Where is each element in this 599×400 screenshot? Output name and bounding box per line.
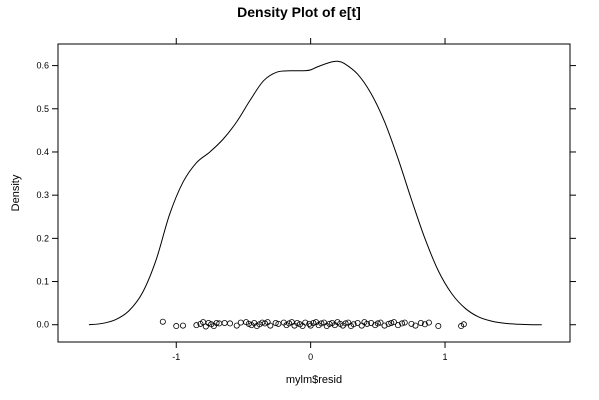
y-tick-label: 0.0 [36, 320, 49, 330]
rug-point [421, 321, 428, 328]
rug-point [306, 320, 313, 327]
rug-point [385, 320, 392, 327]
rug-point [326, 320, 333, 327]
rug-point [237, 319, 244, 326]
rug-point [275, 320, 282, 327]
rug-point [425, 319, 432, 326]
rug-point [399, 320, 406, 327]
rug-points [159, 318, 467, 330]
rug-point [377, 319, 384, 326]
rug-point [267, 322, 274, 329]
y-axis-label: Density [10, 174, 22, 211]
x-tick-label: -1 [172, 352, 180, 362]
rug-point [159, 318, 166, 325]
rug-point [233, 322, 240, 329]
x-tick-label: 1 [443, 352, 448, 362]
rug-point [202, 323, 209, 330]
rug-point [401, 319, 408, 326]
y-tick-label: 0.3 [36, 190, 49, 200]
x-tick-label: 0 [308, 352, 313, 362]
y-tick-label: 0.4 [36, 147, 49, 157]
rug-point [213, 319, 220, 326]
rug-point [374, 320, 381, 327]
rug-point [173, 323, 180, 330]
rug-point [390, 319, 397, 326]
rug-point [342, 320, 349, 327]
rug-point [272, 319, 279, 326]
density-curve [88, 60, 542, 326]
rug-point [412, 322, 419, 329]
y-tick-label: 0.5 [36, 104, 49, 114]
rug-point [221, 319, 228, 326]
y-tick-label: 0.1 [36, 277, 49, 287]
plot-frame [57, 43, 571, 343]
axes: -1 0 1 0.0 0.1 0.2 0.3 0.4 0.5 0.6 [36, 38, 576, 362]
rug-point [350, 321, 357, 328]
chart-title: Density Plot of e[t] [237, 4, 361, 20]
rug-point [435, 323, 442, 330]
rug-point [388, 319, 395, 326]
y-tick-label: 0.6 [36, 61, 49, 71]
rug-point [408, 320, 415, 327]
rug-point [318, 320, 325, 327]
rug-point [460, 321, 467, 328]
rug-point [302, 319, 309, 326]
rug-point [394, 322, 401, 329]
x-axis-label: mylm$resid [286, 374, 342, 386]
y-tick-label: 0.2 [36, 233, 49, 243]
rug-point [381, 322, 388, 329]
rug-point [358, 322, 365, 329]
rug-point [310, 319, 317, 326]
rug-point [193, 322, 200, 329]
rug-point [227, 320, 234, 327]
rug-point [364, 320, 371, 327]
rug-point [179, 322, 186, 329]
rug-point [417, 319, 424, 326]
